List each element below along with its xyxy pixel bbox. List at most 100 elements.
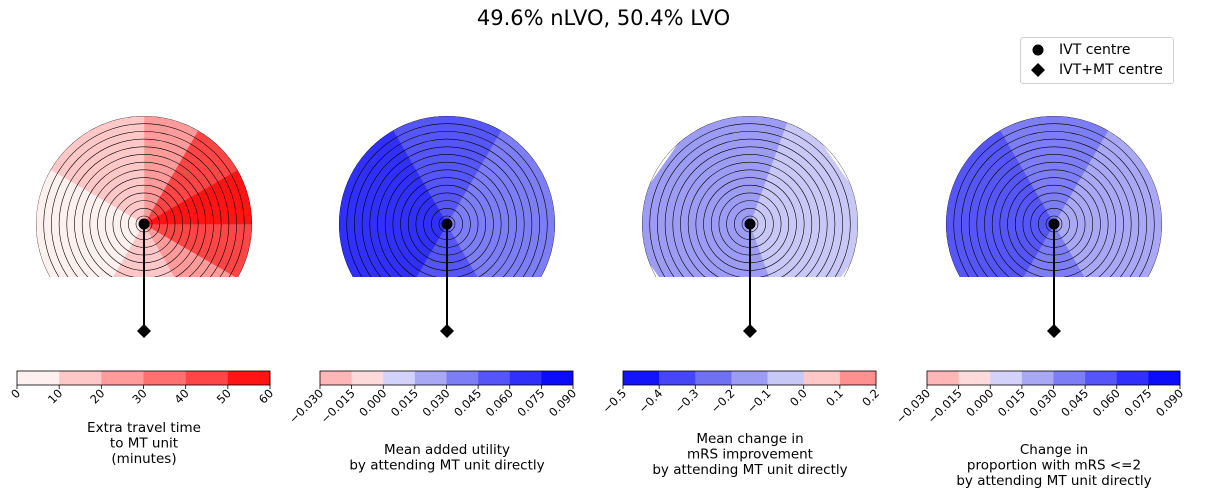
panel-3: −0.5 −0.4 −0.3 −0.2 −0.1 0.0 0.1 0.2 Mean change… <box>599 116 882 478</box>
colorbar-segment <box>59 371 102 385</box>
distance-ring <box>976 146 1132 277</box>
diamond-marker-icon <box>1031 63 1045 77</box>
distance-ring <box>36 115 253 277</box>
colorbar-label: by attending MT unit directly <box>652 462 847 478</box>
colorbar-label: proportion with mRS <=2 <box>967 458 1141 474</box>
distance-ring <box>945 115 1162 277</box>
colorbar-tick-label: 50 <box>214 386 234 406</box>
colorbar: −0.030−0.0150.0000.0150.0300.0450.0600.0… <box>893 370 1186 489</box>
colorbar-segment <box>509 371 542 385</box>
colorbar-tick-label: 0.075 <box>1121 386 1154 419</box>
distance-ring <box>953 123 1155 277</box>
colorbar-segment <box>17 371 60 385</box>
ivt-centre-marker <box>138 218 150 230</box>
colorbar-tick-label: 0.090 <box>546 386 579 419</box>
mt-centre-marker <box>440 324 454 338</box>
mt-centre-marker <box>137 324 151 338</box>
distance-ring <box>991 161 1117 277</box>
distance-ring <box>66 146 222 277</box>
colorbar-label: to MT unit <box>110 436 178 452</box>
fan-sector <box>642 116 751 277</box>
colorbar-tick-label: 30 <box>129 386 149 406</box>
colorbar-tick-label: −0.5 <box>599 386 629 416</box>
figure-title: 49.6% nLVO, 50.4% LVO <box>476 6 731 30</box>
colorbar-segment <box>541 371 574 385</box>
colorbar-tick-label: −0.015 <box>318 386 358 426</box>
colorbar-segment <box>414 371 447 385</box>
fan-heatmap <box>642 116 858 277</box>
colorbar-tick-label: −0.2 <box>708 386 738 416</box>
colorbar-segment <box>767 371 805 385</box>
colorbar-label: mRS improvement <box>687 447 813 463</box>
distance-ring <box>346 123 548 277</box>
colorbar-frame <box>622 370 877 386</box>
distance-ring <box>369 146 525 277</box>
colorbar-tick-label: 0.1 <box>823 386 846 409</box>
colorbar: −0.5 −0.4 −0.3 −0.2 −0.1 0.0 0.1 0.2 Mean change… <box>599 370 882 478</box>
fan-sector <box>945 115 1055 277</box>
colorbar-segment <box>731 371 768 385</box>
distance-ring <box>680 154 820 277</box>
colorbar-label: (minutes) <box>111 451 176 467</box>
distance-ring <box>664 138 836 277</box>
distance-ring <box>695 169 805 277</box>
colorbar-segment <box>927 371 959 385</box>
distance-ring <box>89 169 199 277</box>
colorbar-tick-label: 10 <box>45 386 65 406</box>
distance-ring <box>672 146 828 277</box>
legend-entry-mt: IVT+MT centre <box>1031 60 1163 80</box>
colorbar: −0.030−0.0150.0000.0150.0300.0450.0600.0… <box>286 370 579 474</box>
distance-ring <box>999 169 1109 277</box>
colorbar-tick-label: 40 <box>172 386 192 406</box>
fan-sector <box>79 223 145 277</box>
distance-ring <box>51 131 237 277</box>
colorbar-label: by attending MT unit directly <box>956 473 1151 489</box>
colorbar-label: Extra travel time <box>87 420 201 436</box>
colorbar-segment <box>1085 371 1118 385</box>
distance-ring <box>74 154 214 277</box>
colorbar-tick-label: 0.000 <box>356 386 389 419</box>
colorbar-tick-label: 0.2 <box>859 386 882 409</box>
colorbar-tick-label: 60 <box>256 386 276 406</box>
colorbar-segment <box>1148 371 1181 385</box>
colorbar-segment <box>320 371 352 385</box>
distance-ring <box>58 138 230 277</box>
colorbar-tick-label: −0.015 <box>925 386 965 426</box>
colorbar-tick-label: 0.045 <box>451 386 484 419</box>
colorbar-segment <box>958 371 991 385</box>
fan-sector <box>36 159 145 225</box>
distance-ring <box>384 161 510 277</box>
colorbar-segment <box>1021 371 1054 385</box>
fan-heatmap <box>945 115 1162 277</box>
colorbar-tick-label: 0.030 <box>419 386 452 419</box>
distance-ring <box>377 154 517 277</box>
distance-ring <box>961 131 1147 277</box>
distance-ring <box>354 131 540 277</box>
colorbar-tick-label: 0.030 <box>1026 386 1059 419</box>
legend-label-ivt: IVT centre <box>1059 42 1131 58</box>
legend: IVT centre IVT+MT centre <box>1020 37 1174 84</box>
colorbar-segment <box>695 371 732 385</box>
colorbar-tick-label: 0.060 <box>1090 386 1123 419</box>
mt-centre-marker <box>1047 324 1061 338</box>
panel-2: −0.030−0.0150.0000.0150.0300.0450.0600.0… <box>286 116 579 474</box>
colorbar-tick-label: −0.4 <box>636 386 666 416</box>
distance-ring <box>649 123 851 277</box>
fan-sector <box>339 116 448 277</box>
distance-ring <box>81 161 207 277</box>
colorbar-tick-label: 0.000 <box>963 386 996 419</box>
colorbar-tick-label: −0.1 <box>744 386 774 416</box>
distance-ring <box>687 161 813 277</box>
distance-ring <box>968 138 1140 277</box>
colorbar-segment <box>478 371 511 385</box>
ivt-centre-marker <box>744 218 756 230</box>
colorbar-label: by attending MT unit directly <box>349 458 544 474</box>
colorbar-segment <box>1053 371 1086 385</box>
colorbar-tick-label: 0.015 <box>388 386 421 419</box>
colorbar-label: Mean added utility <box>384 442 510 458</box>
panel-4: −0.030−0.0150.0000.0150.0300.0450.0600.0… <box>893 115 1186 489</box>
colorbar-segment <box>659 371 696 385</box>
